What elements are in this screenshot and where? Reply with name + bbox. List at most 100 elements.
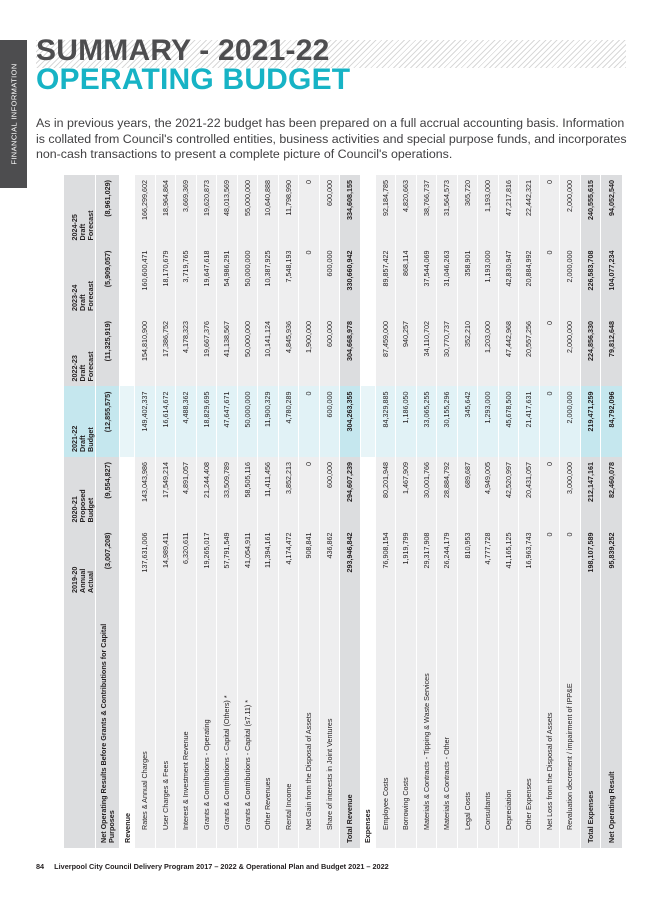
value-cell: 41,138,567 (216, 316, 237, 387)
value-cell: 18,829,695 (196, 386, 217, 457)
value-cell: 330,660,942 (339, 245, 360, 316)
value-cell: 219,471,259 (580, 386, 601, 457)
value-cell: 79,812,648 (600, 316, 623, 387)
value-cell: 1,193,000 (477, 175, 498, 246)
net-before-capital-row: Net Operating Results Before Grants & Co… (95, 175, 120, 848)
value-cell: 58,505,116 (237, 457, 258, 528)
net-operating-result-row: Net Operating Result 95,839,252 82,460,078… (600, 175, 623, 848)
section-empty-cell (360, 457, 375, 528)
value-cell: 11,798,990 (278, 175, 299, 246)
value-cell: 11,394,161 (257, 527, 278, 598)
value-cell: 18,964,864 (155, 175, 176, 246)
value-cell: 940,257 (395, 316, 416, 387)
page-number: 84 (36, 862, 45, 871)
side-tab-label: FINANCIAL INFORMATION (9, 63, 18, 165)
value-cell: 0 (539, 175, 560, 246)
table-row: Net Loss from the Disposal of Assets 0 0 0 0… (539, 175, 560, 848)
section-heading: Expenses (360, 598, 375, 848)
value-cell: 0 (539, 316, 560, 387)
table-row: Other Revenues 11,394,161 11,411,456 11,900… (257, 175, 278, 848)
section-empty-cell (119, 175, 135, 246)
value-cell: 3,719,765 (175, 245, 196, 316)
value-cell: 0 (298, 175, 319, 246)
value-cell: 11,411,456 (257, 457, 278, 528)
section-empty-cell (360, 527, 375, 598)
value-cell: 294,607,239 (339, 457, 360, 528)
value-cell: 80,201,948 (375, 457, 396, 528)
value-cell: 20,557,256 (518, 316, 539, 387)
row-label: Share of interests in Joint Ventures (319, 598, 340, 848)
table-row: Net Gain from the Disposal of Assets 908,… (298, 175, 319, 848)
row-label: Net Gain from the Disposal of Assets (298, 598, 319, 848)
column-header-line: Actual (86, 571, 95, 593)
value-cell: 4,777,728 (477, 527, 498, 598)
page-title: SUMMARY - 2021-22 OPERATING BUDGET (36, 34, 350, 95)
row-label: Net Operating Result (600, 598, 623, 848)
value-cell: 600,000 (319, 245, 340, 316)
value-cell: 82,460,078 (600, 457, 623, 528)
value-cell: 137,631,006 (134, 527, 155, 598)
value-cell: 4,949,005 (477, 457, 498, 528)
value-cell: 30,001,766 (416, 457, 437, 528)
column-header: 2021-22 Draft Budget (64, 386, 96, 457)
value-cell: 10,141,124 (257, 316, 278, 387)
table-row: Grants & Contributions - Capital (s7.11)… (237, 175, 258, 848)
section-empty-cell (360, 175, 375, 246)
value-cell: 1,193,000 (477, 245, 498, 316)
value-cell: 4,174,472 (278, 527, 299, 598)
column-header: 2019-20 Annual Actual (64, 527, 96, 598)
value-cell: 16,614,672 (155, 386, 176, 457)
value-cell: 6,320,611 (175, 527, 196, 598)
value-cell: 18,170,679 (155, 245, 176, 316)
value-cell: 31,046,263 (436, 245, 457, 316)
value-cell: 352,210 (457, 316, 478, 387)
value-cell: 47,217,816 (498, 175, 519, 246)
value-cell: 2,000,000 (559, 245, 580, 316)
section-heading-row: Expenses (360, 175, 375, 848)
table-row: Other Expenses 16,963,743 20,431,057 21,417… (518, 175, 539, 848)
column-header: 2020-21 Proposed Budget (64, 457, 96, 528)
value-cell: 33,065,255 (416, 386, 437, 457)
value-cell: 224,856,330 (580, 316, 601, 387)
value-cell: 143,043,986 (134, 457, 155, 528)
value-cell: 84,329,885 (375, 386, 396, 457)
value-cell: 87,459,000 (375, 316, 396, 387)
value-cell: 2,000,000 (559, 316, 580, 387)
table-row: Rental Income 4,174,472 3,852,213 4,780,289… (278, 175, 299, 848)
value-cell: 41,165,125 (498, 527, 519, 598)
value-cell: 57,791,549 (216, 527, 237, 598)
value-cell: 104,077,234 (600, 245, 623, 316)
table-row: Consultants 4,777,728 4,949,005 1,293,000 1,… (477, 175, 498, 848)
value-cell: 226,583,708 (580, 245, 601, 316)
table-row: Employee Costs 76,908,154 80,201,948 84,329… (375, 175, 396, 848)
column-header: 2024-25 Draft Forecast (64, 175, 96, 246)
page-title-line1: SUMMARY - 2021-22 (36, 34, 330, 67)
intro-paragraph: As in previous years, the 2021-22 budget… (36, 116, 627, 161)
column-header: 2022-23 Draft Forecast (64, 316, 96, 387)
value-cell: 1,203,000 (477, 316, 498, 387)
value-cell: 0 (298, 386, 319, 457)
column-header: 2023-24 Draft Forecast (64, 245, 96, 316)
title-hatch-pattern (36, 40, 626, 68)
value-cell: 28,884,792 (436, 457, 457, 528)
value-cell: 10,387,925 (257, 245, 278, 316)
budget-table-container: 2019-20 Annual Actual 2020-21 Proposed Budge… (64, 175, 623, 848)
section-empty-cell (360, 316, 375, 387)
value-cell: 16,963,743 (518, 527, 539, 598)
value-cell: 21,244,408 (196, 457, 217, 528)
row-label: Grants & Contributions - Operating (196, 598, 217, 848)
value-cell: 0 (298, 457, 319, 528)
budget-table: 2019-20 Annual Actual 2020-21 Proposed Budge… (64, 175, 623, 848)
value-cell: 2,000,000 (559, 175, 580, 246)
value-cell: 76,908,154 (375, 527, 396, 598)
value-cell: 436,862 (319, 527, 340, 598)
value-cell: 1,900,000 (298, 316, 319, 387)
value-cell: 600,000 (319, 386, 340, 457)
value-cell: 41,054,911 (237, 527, 258, 598)
column-header-line: Budget (86, 427, 95, 452)
row-label: Rental Income (278, 598, 299, 848)
value-cell: 212,147,161 (580, 457, 601, 528)
table-row: Borrowing Costs 1,919,799 1,467,909 1,186,0… (395, 175, 416, 848)
value-cell: 4,780,289 (278, 386, 299, 457)
value-cell: 92,184,785 (375, 175, 396, 246)
